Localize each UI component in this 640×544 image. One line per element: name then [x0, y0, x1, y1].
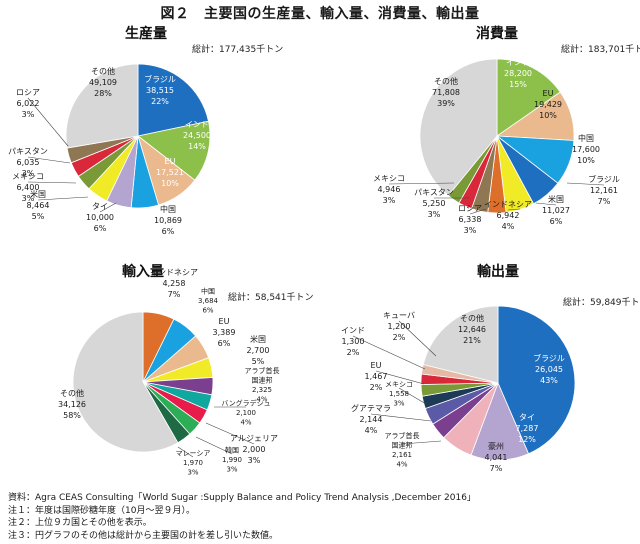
- slice-label: グアテマラ 2,144 4%: [351, 403, 391, 435]
- slice-label: インドネシア 6,942 4%: [484, 200, 532, 231]
- leader-line: [27, 156, 71, 164]
- slice-label: パキスタン 5,250 3%: [414, 188, 454, 219]
- slice-label: 韓国 1,990 3%: [222, 446, 242, 474]
- pie-slice: [137, 63, 209, 137]
- slice-label: ロシア 6,338 3%: [458, 204, 482, 235]
- leader-line: [375, 370, 425, 385]
- leader-line: [566, 182, 605, 186]
- pie-slice: [72, 311, 179, 453]
- slice-label: その他 71,808 39%: [432, 76, 460, 108]
- leader-line: [177, 446, 194, 458]
- pie-slice: [470, 381, 530, 461]
- leader-line: [205, 422, 255, 445]
- slice-label: その他 12,646 21%: [458, 313, 486, 345]
- slice-label: ロシア 6,022 3%: [16, 88, 40, 119]
- slice-label: インド 28,200 15%: [504, 58, 532, 89]
- leader-line: [388, 182, 455, 185]
- slice-label: アルジェリア 2,000 3%: [230, 434, 278, 465]
- pie-total: 総計：59,849千トン: [563, 296, 640, 308]
- slice-label: マレーシア 1,970 3%: [176, 450, 211, 477]
- slice-label: キューバ 1,200 2%: [383, 311, 415, 342]
- slice-label: 中国 10,869 6%: [154, 204, 182, 236]
- slice-label: その他 49,109 28%: [89, 66, 117, 98]
- source-notes: 資料：Agra CEAS Consulting「World Sugar :Sup…: [8, 492, 476, 542]
- slice-label: バングラデシュ 2,100 4%: [221, 399, 270, 427]
- pie-slice: [419, 58, 498, 197]
- leader-line: [535, 202, 557, 206]
- slice-label: 米国 2,700 5%: [247, 334, 270, 366]
- leader-line: [99, 202, 117, 213]
- leader-line: [37, 196, 89, 201]
- pie-title: 消費量: [476, 25, 518, 42]
- slice-label: ブラジル 38,515 22%: [144, 74, 176, 106]
- slice-label: タイ 10,000 6%: [86, 202, 114, 233]
- pie-title: 輸入量: [122, 263, 164, 280]
- pie-title: 生産量: [125, 25, 167, 42]
- slice-label: インド 1,300 2%: [341, 326, 365, 357]
- slice-label: インドネシア 4,258 7%: [150, 268, 198, 299]
- slice-label: 豪州 4,041 7%: [485, 441, 508, 473]
- note-2: 注２：上位９カ国とその他を表示。: [8, 518, 152, 528]
- slice-label: 米国 11,027 6%: [542, 194, 570, 226]
- slice-label: EU 19,429 10%: [534, 89, 562, 120]
- slice-label: ブラジル 12,161 7%: [588, 174, 620, 206]
- pie-slice: [65, 63, 139, 149]
- slice-label: タイ 7,287 12%: [516, 413, 539, 444]
- pie-slice: [497, 305, 576, 455]
- leader-line: [398, 320, 437, 357]
- pie-total: 総計：177,435千トン: [192, 43, 283, 55]
- slice-label: EU 3,389 6%: [213, 317, 236, 348]
- slice-label: EU 1,467 2%: [365, 361, 388, 392]
- leader-line: [195, 436, 233, 455]
- leader-line: [507, 208, 521, 211]
- leader-line: [401, 440, 442, 445]
- slice-label: メキシコ 1,558 3%: [385, 381, 413, 408]
- leader-line: [27, 97, 69, 147]
- leader-line: [352, 335, 426, 370]
- pie-total: 総計：58,541千トン: [228, 291, 314, 303]
- slice-label: メキシコ 4,946 3%: [373, 174, 405, 205]
- leader-line: [469, 208, 487, 215]
- slice-label: 中国 3,684 6%: [198, 287, 219, 315]
- slice-label: アラブ首長国連邦 2,325 4%: [245, 366, 280, 404]
- leader-line: [27, 181, 77, 184]
- slice-label: 中国 17,600 10%: [572, 133, 600, 165]
- slice-label: パキスタン 6,035 3%: [8, 147, 48, 178]
- note-3: 注３：円グラフのその他は総計から主要国の計を差し引いた数値。: [8, 530, 279, 541]
- note-source: 資料：Agra CEAS Consulting「World Sugar :Sup…: [8, 493, 476, 503]
- note-1: 注１：年度は国際砂糖年度（10月～翌９月）。: [8, 505, 195, 516]
- leader-line: [398, 387, 427, 405]
- slice-label: アラブ首長国連邦 2,161 4%: [385, 431, 420, 469]
- slice-label: メキシコ 6,400 3%: [12, 172, 44, 203]
- slice-label: インド 24,500 14%: [183, 120, 211, 151]
- slice-label: その他 34,126 58%: [58, 388, 86, 420]
- leader-line: [370, 413, 432, 422]
- pie-slice: [422, 305, 499, 384]
- pie-total: 総計：183,701千トン: [561, 43, 640, 55]
- figure-title: 図２ 主要国の生産量、輸入量、消費量、輸出量: [160, 6, 480, 22]
- slice-label: 米国 8,464 5%: [27, 189, 50, 221]
- pie-title: 輸出量: [477, 263, 519, 280]
- slice-label: EU 17,521 10%: [156, 157, 184, 188]
- pie-slice: [137, 120, 211, 181]
- slice-label: ブラジル 26,045 43%: [533, 353, 565, 385]
- pie-slice: [496, 58, 561, 137]
